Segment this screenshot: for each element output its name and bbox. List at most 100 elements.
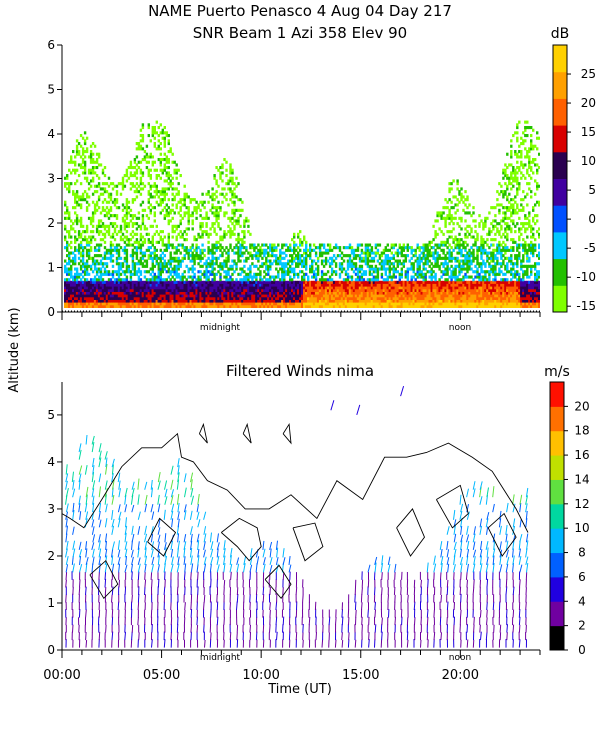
snr-cell [372,302,376,306]
snr-cell [75,190,79,194]
snr-cell [103,270,107,274]
snr-cell [127,166,131,170]
snr-cell [203,294,206,298]
snr-cell [454,203,457,207]
snr-cell [235,296,238,300]
snr-cell [245,291,248,295]
snr-cell [173,272,176,276]
snr-cell [354,264,358,268]
snr-cell [85,238,89,242]
snr-cell [271,294,274,298]
snr-cell [141,208,145,212]
snr-cell [139,283,143,287]
snr-cell [320,272,324,276]
snr-cell [416,267,419,271]
snr-cell [167,176,170,180]
snr-cell [189,294,192,298]
snr-cell [169,251,172,255]
snr-cell [77,286,81,290]
snr-cell [143,259,147,263]
snr-cell [305,267,308,271]
snr-cell [402,262,405,266]
snr-cell [305,256,308,260]
snr-cell [318,243,322,247]
snr-cell [255,251,258,255]
snr-cell [243,296,246,300]
snr-cell [454,256,457,260]
snr-cell [370,246,374,250]
snr-cell [267,294,270,298]
snr-cell [221,294,224,298]
snr-cell [85,278,89,282]
snr-cell [64,294,67,298]
snr-cell [75,248,79,252]
snr-cell [434,288,437,292]
snr-cell [408,299,411,303]
snr-cell [271,296,274,300]
snr-cell [127,206,131,210]
snr-cell [109,291,113,295]
snr-cell [173,171,176,175]
snr-cell [169,278,172,282]
snr-cell [444,291,447,295]
snr-cell [344,254,348,258]
snr-cell [135,270,139,274]
snr-cell [77,304,81,308]
snr-cell [380,264,384,268]
snr-cell [111,291,115,295]
snr-cell [267,278,270,282]
snr-cell [91,179,95,183]
snr-cell [277,243,280,247]
snr-cell [177,259,180,263]
snr-cell [410,299,413,303]
snr-cell [155,304,158,308]
snr-cell [448,190,451,194]
snr-cell [420,286,423,290]
snr-cell [207,216,210,220]
snr-cell [380,283,384,287]
snr-cell [135,216,139,220]
snr-cell [211,262,214,266]
snr-cell [390,275,393,279]
snr-cell [348,264,352,268]
snr-cell [161,243,164,247]
snr-cell [151,155,154,159]
snr-cell [364,243,368,247]
snr-cell [239,214,242,218]
snr-cell [121,280,125,284]
snr-cell [115,232,119,236]
snr-cell [187,267,190,271]
snr-cell [153,280,156,284]
snr-cell [450,200,453,204]
snr-cell [101,304,105,308]
snr-cell [68,235,71,239]
snr-cell [309,251,312,255]
snr-cell [460,216,463,220]
snr-cell [418,262,421,266]
snr-cell [109,283,113,287]
snr-cell [309,294,312,298]
snr-cell [97,304,101,308]
snr-cell [336,254,340,258]
snr-cell [121,294,125,298]
snr-cell [422,272,425,276]
snr-cell [311,294,314,298]
snr-cell [131,166,135,170]
snr-cell [229,246,232,250]
snr-cell [97,248,101,252]
snr-cell [328,288,332,292]
snr-cell [269,248,272,252]
snr-cell [113,184,117,188]
snr-cell [412,264,415,268]
snr-cell [338,294,342,298]
snr-cell [131,251,135,255]
snr-cell [326,280,330,284]
snr-cell [147,296,150,300]
snr-cell [342,296,346,300]
snr-cell [229,283,232,287]
snr-cell [368,280,372,284]
snr-cell [111,224,115,228]
snr-cell [336,304,340,308]
snr-cell [125,248,129,252]
snr-cell [221,304,224,308]
